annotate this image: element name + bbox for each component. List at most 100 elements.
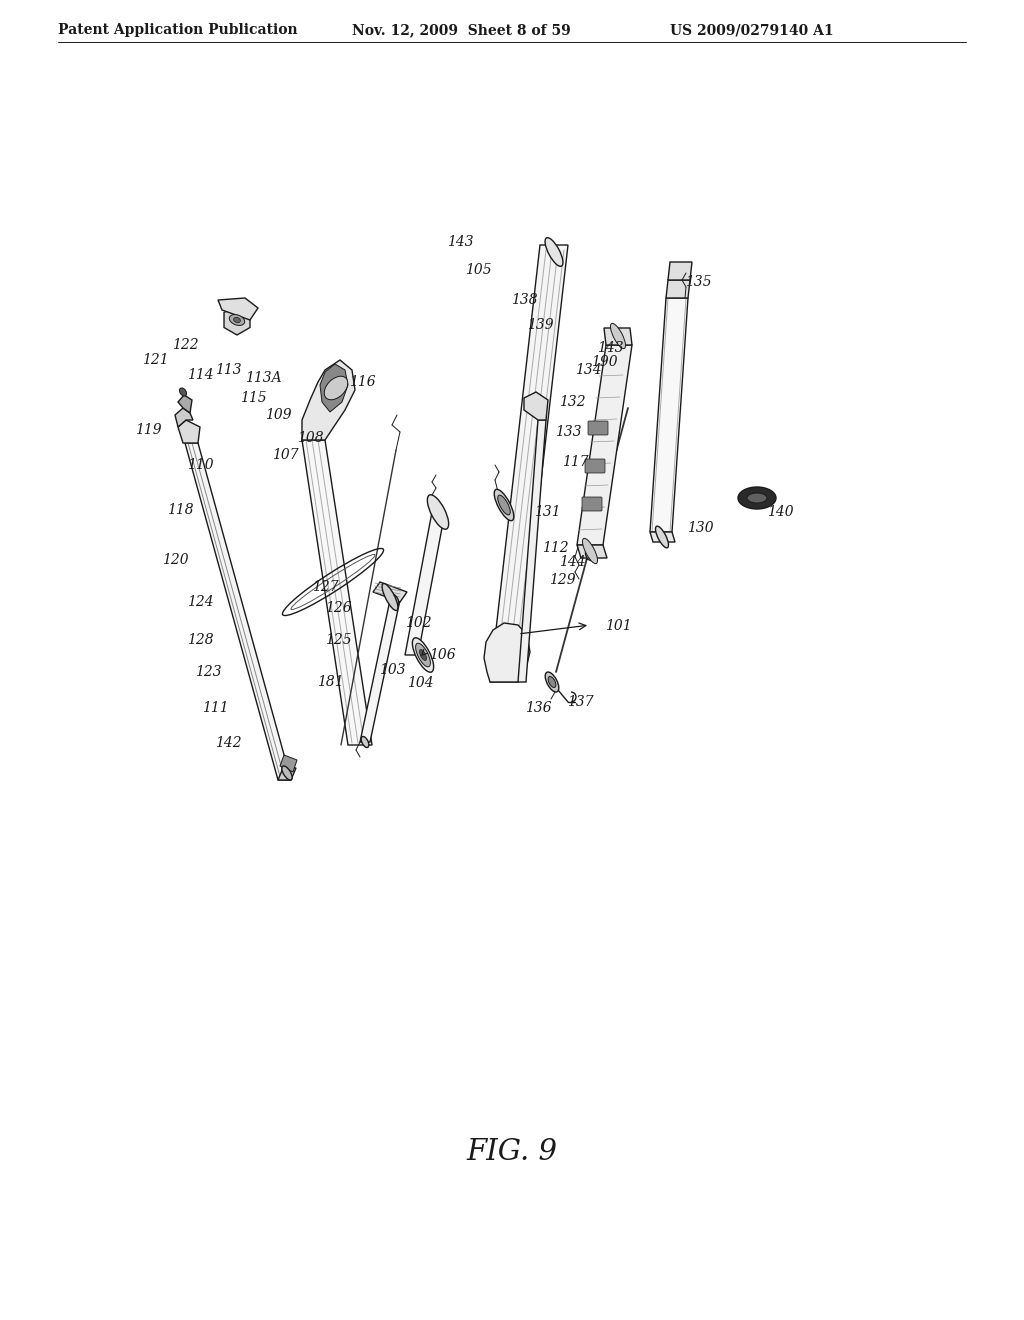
Text: 135: 135 <box>685 275 712 289</box>
Ellipse shape <box>179 388 186 396</box>
Polygon shape <box>302 440 372 744</box>
Text: 120: 120 <box>162 553 188 568</box>
Polygon shape <box>218 298 258 319</box>
Text: 137: 137 <box>566 696 593 709</box>
Text: 133: 133 <box>555 425 582 440</box>
Polygon shape <box>360 601 400 742</box>
Text: 109: 109 <box>264 408 291 422</box>
Ellipse shape <box>416 643 430 667</box>
Text: 102: 102 <box>404 616 431 630</box>
Ellipse shape <box>545 238 563 267</box>
Text: 113A: 113A <box>245 371 282 385</box>
Ellipse shape <box>391 594 398 606</box>
Text: 110: 110 <box>186 458 213 473</box>
Text: 122: 122 <box>172 338 199 352</box>
Text: 123: 123 <box>195 665 221 678</box>
Text: 104: 104 <box>407 676 433 690</box>
Text: 190: 190 <box>591 355 617 370</box>
Text: 143: 143 <box>446 235 473 249</box>
Text: 129: 129 <box>549 573 575 587</box>
Ellipse shape <box>495 490 514 520</box>
Text: 111: 111 <box>202 701 228 715</box>
Polygon shape <box>668 261 692 280</box>
Polygon shape <box>302 360 355 440</box>
Ellipse shape <box>420 649 427 660</box>
Ellipse shape <box>545 672 559 692</box>
FancyBboxPatch shape <box>588 421 608 436</box>
Text: 132: 132 <box>559 395 586 409</box>
Text: 107: 107 <box>271 447 298 462</box>
Ellipse shape <box>586 549 595 561</box>
Text: 125: 125 <box>325 634 351 647</box>
Ellipse shape <box>413 638 433 672</box>
Text: 113: 113 <box>215 363 242 378</box>
Polygon shape <box>175 408 193 426</box>
Polygon shape <box>577 545 607 558</box>
Text: 181: 181 <box>316 675 343 689</box>
Text: 114: 114 <box>186 368 213 381</box>
Ellipse shape <box>361 737 369 747</box>
Polygon shape <box>518 420 546 682</box>
Text: 124: 124 <box>186 595 213 609</box>
Text: 119: 119 <box>135 422 162 437</box>
Text: 138: 138 <box>511 293 538 308</box>
Polygon shape <box>666 280 690 298</box>
Text: FIG. 9: FIG. 9 <box>467 1138 557 1166</box>
Text: US 2009/0279140 A1: US 2009/0279140 A1 <box>670 22 834 37</box>
Ellipse shape <box>325 376 348 400</box>
Text: 128: 128 <box>186 634 213 647</box>
Text: 126: 126 <box>325 601 351 615</box>
Text: 130: 130 <box>687 521 714 535</box>
Polygon shape <box>650 532 675 543</box>
Polygon shape <box>490 246 568 682</box>
Polygon shape <box>224 305 250 335</box>
Polygon shape <box>319 364 348 412</box>
Polygon shape <box>178 395 193 413</box>
Text: 115: 115 <box>240 391 266 405</box>
Polygon shape <box>373 582 407 602</box>
Text: 144: 144 <box>559 554 586 569</box>
Polygon shape <box>278 768 296 780</box>
Text: 142: 142 <box>215 737 242 750</box>
Text: Nov. 12, 2009  Sheet 8 of 59: Nov. 12, 2009 Sheet 8 of 59 <box>352 22 570 37</box>
Polygon shape <box>484 623 530 682</box>
Polygon shape <box>524 392 548 420</box>
Text: 105: 105 <box>465 263 492 277</box>
Text: 140: 140 <box>767 506 794 519</box>
Ellipse shape <box>610 323 626 348</box>
Polygon shape <box>185 444 291 780</box>
Text: 134: 134 <box>574 363 601 378</box>
Polygon shape <box>604 327 632 345</box>
Ellipse shape <box>427 495 449 529</box>
Text: 106: 106 <box>429 648 456 663</box>
Text: 112: 112 <box>542 541 568 554</box>
Text: 143: 143 <box>597 341 624 355</box>
Text: 108: 108 <box>297 432 324 445</box>
Text: Patent Application Publication: Patent Application Publication <box>58 22 298 37</box>
Text: 101: 101 <box>605 619 632 634</box>
FancyBboxPatch shape <box>585 459 605 473</box>
Polygon shape <box>406 512 445 655</box>
Ellipse shape <box>229 314 245 326</box>
Ellipse shape <box>282 766 292 780</box>
Text: 131: 131 <box>534 506 560 519</box>
Ellipse shape <box>738 487 776 510</box>
Text: 103: 103 <box>379 663 406 677</box>
Ellipse shape <box>498 495 510 515</box>
Text: 127: 127 <box>311 579 338 594</box>
Polygon shape <box>650 298 688 532</box>
Ellipse shape <box>382 583 398 611</box>
Polygon shape <box>178 420 200 444</box>
Ellipse shape <box>233 317 241 322</box>
Polygon shape <box>280 755 297 772</box>
Text: 118: 118 <box>167 503 194 517</box>
Text: 139: 139 <box>526 318 553 333</box>
Text: 117: 117 <box>562 455 589 469</box>
FancyBboxPatch shape <box>582 498 602 511</box>
Ellipse shape <box>548 677 556 688</box>
Ellipse shape <box>655 527 669 548</box>
Text: 116: 116 <box>349 375 376 389</box>
Text: 121: 121 <box>141 352 168 367</box>
Ellipse shape <box>583 539 598 564</box>
Ellipse shape <box>746 492 767 503</box>
